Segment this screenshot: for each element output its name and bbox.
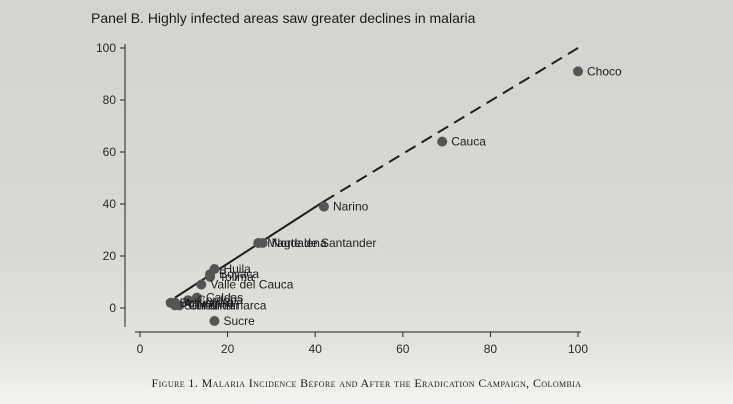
point-label-caldas: Caldas bbox=[206, 291, 243, 305]
point-narino bbox=[318, 201, 329, 212]
point-label-cundinamarca: Cundinamarca bbox=[188, 298, 266, 312]
point-label-narino: Narino bbox=[333, 200, 369, 214]
data-points bbox=[165, 66, 583, 326]
x-tick-label-80: 80 bbox=[484, 342, 498, 356]
point-label-choco: Choco bbox=[587, 64, 622, 78]
point-cauca bbox=[437, 136, 448, 147]
point-label-sucre: Sucre bbox=[223, 314, 255, 328]
point-label-tolima: Tolima bbox=[219, 270, 254, 284]
y-tick-label-80: 80 bbox=[103, 93, 117, 107]
point-label-santander: Santander bbox=[184, 298, 239, 312]
x-tick-label-60: 60 bbox=[396, 342, 410, 356]
y-tick-label-40: 40 bbox=[103, 197, 117, 211]
point-valle-del-cauca bbox=[196, 279, 207, 290]
y-tick-label-60: 60 bbox=[103, 145, 117, 159]
point-label-huila: Huila bbox=[223, 262, 251, 276]
point-cundinamarca bbox=[174, 300, 185, 311]
x-tick-label-100: 100 bbox=[568, 342, 588, 356]
y-tick-label-0: 0 bbox=[109, 301, 116, 315]
point-label-magdalena: Magdalena bbox=[267, 236, 327, 250]
point-label-cauca: Cauca bbox=[451, 135, 486, 149]
chart-title: Panel B. Highly infected areas saw great… bbox=[91, 10, 476, 26]
x-tick-label-0: 0 bbox=[137, 342, 144, 356]
point-label-bolivar: Bolivar bbox=[180, 296, 217, 310]
point-sucre bbox=[209, 316, 220, 326]
point-tolima bbox=[205, 271, 216, 282]
point-label-cordoba: Cordoba bbox=[197, 293, 243, 307]
fit-line-dashed bbox=[323, 47, 579, 203]
y-tick-label-20: 20 bbox=[103, 249, 117, 263]
point-caldas bbox=[191, 292, 202, 303]
point-label-valle-del-cauca: Valle del Cauca bbox=[210, 278, 293, 292]
point-label-norte-de-santander: Norte de Santander bbox=[272, 236, 377, 250]
point-label-boyaca: Boyaca bbox=[219, 267, 259, 281]
y-tick-label-100: 100 bbox=[96, 41, 116, 55]
figure-caption: Figure 1. Malaria Incidence Before and A… bbox=[151, 376, 582, 390]
axes: 0 20 40 60 80 100 0 20 40 60 80 100 bbox=[96, 41, 588, 356]
fit-line-group bbox=[174, 47, 579, 299]
point-cordoba bbox=[183, 295, 194, 306]
point-labels: Choco Cauca Narino Norte de SantanderMagdal… bbox=[180, 64, 622, 328]
point-choco bbox=[573, 66, 583, 77]
point-label-antioquia: Antioquia bbox=[184, 296, 234, 310]
point-magdalena bbox=[253, 238, 264, 248]
x-tick-label-40: 40 bbox=[309, 342, 323, 356]
x-tick-label-20: 20 bbox=[221, 342, 235, 356]
